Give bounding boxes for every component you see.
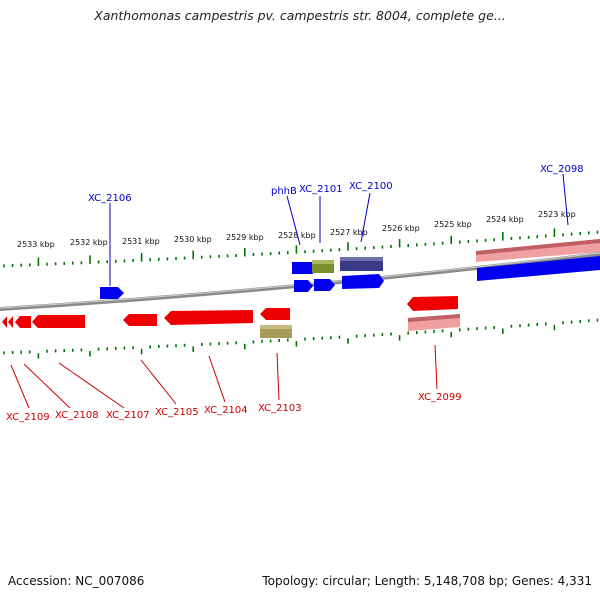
gene-arrow-xc2107[interactable]	[32, 315, 85, 328]
kbp-label: 2524 kbp	[486, 215, 524, 224]
gene-label-xc2107[interactable]: XC_2107	[106, 410, 150, 421]
reverse-genes	[2, 296, 460, 338]
forward-genes	[100, 239, 600, 299]
gene-label-xc2098[interactable]: XC_2098	[540, 164, 584, 175]
gene-label-xc2105[interactable]: XC_2105	[155, 407, 199, 418]
gene-block-phhb[interactable]	[292, 262, 313, 274]
gene-label-xc2108[interactable]: XC_2108	[55, 410, 99, 421]
gene-label-xc2104[interactable]: XC_2104	[204, 405, 248, 416]
kbp-label: 2530 kbp	[174, 235, 212, 244]
gene-label-xc2101[interactable]: XC_2101	[299, 184, 343, 195]
gene-label-xc2106[interactable]: XC_2106	[88, 193, 132, 204]
map-title: Xanthomonas campestris pv. campestris st…	[94, 8, 506, 23]
reverse-gene-labels: XC_2109 XC_2108 XC_2107 XC_2105 XC_2104 …	[6, 392, 462, 423]
kbp-label: 2525 kbp	[434, 220, 472, 229]
forward-gene-labels: XC_2106 phhB XC_2101 XC_2100 XC_2098	[88, 164, 584, 204]
forward-leader-lines	[109, 173, 569, 286]
gene-arrow-xc2109b[interactable]	[8, 316, 13, 328]
gene-label-phhb[interactable]: phhB	[271, 186, 297, 197]
gene-arrow-xc2100[interactable]	[342, 274, 384, 289]
topology-text: Topology: circular; Length: 5,148,708 bp…	[262, 574, 592, 588]
gene-arrow-xc2109a[interactable]	[2, 316, 7, 328]
accession-text: Accession: NC_007086	[8, 574, 145, 588]
gene-arrow-xc2098[interactable]	[477, 256, 600, 281]
reverse-leader-lines	[10, 344, 438, 409]
gene-arrow-xc2104[interactable]	[164, 310, 253, 325]
kbp-label: 2531 kbp	[122, 237, 160, 246]
reverse-scale-ticks	[3, 318, 599, 359]
kbp-label: 2523 kbp	[538, 210, 576, 219]
kbp-label: 2533 kbp	[17, 240, 55, 249]
kbp-label: 2532 kbp	[70, 238, 108, 247]
gene-label-xc2109[interactable]: XC_2109	[6, 412, 50, 423]
gene-arrow-xc2101[interactable]	[314, 279, 335, 291]
gene-arrow-xc2106[interactable]	[100, 287, 124, 299]
gene-label-xc2103[interactable]: XC_2103	[258, 403, 302, 414]
forward-scale-ticks	[3, 228, 599, 268]
gene-arrow-xc2103[interactable]	[260, 308, 290, 320]
kbp-label: 2528 kbp	[278, 231, 316, 240]
gene-arrow-xc2105[interactable]	[123, 314, 157, 326]
kbp-label: 2529 kbp	[226, 233, 264, 242]
kbp-labels: 2533 kbp 2532 kbp 2531 kbp 2530 kbp 2529…	[17, 210, 576, 249]
gene-arrow-phhb[interactable]	[294, 280, 313, 292]
gene-label-xc2099[interactable]: XC_2099	[418, 392, 462, 403]
kbp-label: 2527 kbp	[330, 228, 368, 237]
gene-label-xc2100[interactable]: XC_2100	[349, 181, 393, 192]
gene-arrow-xc2099[interactable]	[407, 296, 458, 311]
gene-arrow-xc2108[interactable]	[15, 316, 31, 328]
kbp-label: 2526 kbp	[382, 224, 420, 233]
